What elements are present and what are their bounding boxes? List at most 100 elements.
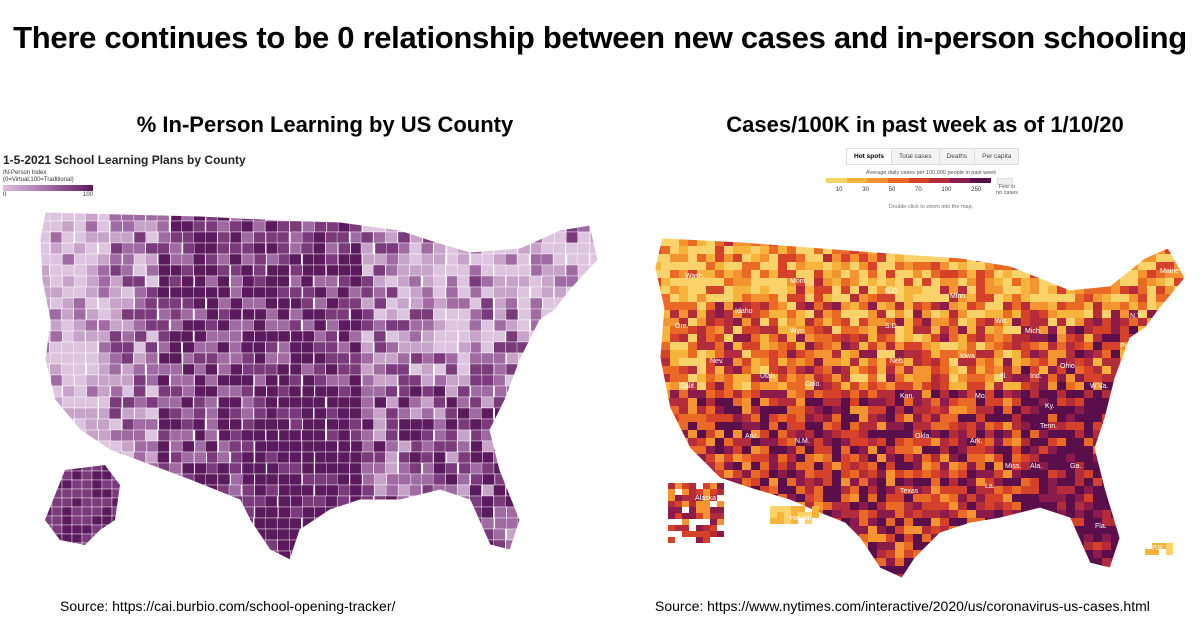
county-cell[interactable] <box>97 418 110 431</box>
county-cell[interactable] <box>886 238 895 246</box>
county-cell[interactable] <box>542 374 555 387</box>
county-cell[interactable] <box>1003 430 1012 438</box>
county-cell[interactable] <box>50 319 63 332</box>
county-cell[interactable] <box>589 429 601 442</box>
county-cell[interactable] <box>679 270 688 278</box>
county-cell[interactable] <box>194 363 207 376</box>
county-cell[interactable] <box>1066 566 1075 574</box>
county-cell[interactable] <box>985 438 994 446</box>
county-cell[interactable] <box>181 374 195 387</box>
county-cell[interactable] <box>194 341 207 354</box>
county-cell[interactable] <box>652 470 661 478</box>
county-cell[interactable] <box>661 350 670 358</box>
county-cell[interactable] <box>577 495 591 508</box>
county-cell[interactable] <box>49 418 63 431</box>
county-cell[interactable] <box>814 358 823 366</box>
county-cell[interactable] <box>97 352 111 365</box>
county-cell[interactable] <box>433 506 447 519</box>
county-cell[interactable] <box>886 454 895 462</box>
county-cell[interactable] <box>985 334 994 342</box>
county-cell[interactable] <box>1138 494 1147 502</box>
county-cell[interactable] <box>530 242 544 255</box>
county-cell[interactable] <box>577 210 590 222</box>
county-cell[interactable] <box>670 550 679 558</box>
county-cell[interactable] <box>895 574 904 578</box>
county-cell[interactable] <box>1021 294 1030 302</box>
county-cell[interactable] <box>940 414 949 422</box>
county-cell[interactable] <box>336 231 350 244</box>
county-cell[interactable] <box>1165 486 1174 494</box>
county-cell[interactable] <box>913 278 922 286</box>
county-cell[interactable] <box>516 210 530 222</box>
county-cell[interactable] <box>337 352 350 365</box>
county-cell[interactable] <box>1165 446 1174 454</box>
county-cell[interactable] <box>1075 454 1084 462</box>
county-cell[interactable] <box>1075 262 1084 270</box>
county-cell[interactable] <box>590 407 603 420</box>
county-cell[interactable] <box>814 422 823 430</box>
county-cell[interactable] <box>133 385 146 398</box>
county-cell[interactable] <box>715 254 724 262</box>
county-cell[interactable] <box>751 422 760 430</box>
county-cell[interactable] <box>1039 574 1048 578</box>
county-cell[interactable] <box>814 550 823 558</box>
county-cell[interactable] <box>1174 238 1183 246</box>
county-cell[interactable] <box>1057 454 1066 462</box>
county-cell[interactable] <box>994 350 1003 358</box>
county-cell[interactable] <box>205 231 218 244</box>
county-cell[interactable] <box>1030 470 1039 478</box>
county-cell[interactable] <box>564 473 578 486</box>
county-cell[interactable] <box>492 374 506 387</box>
county-cell[interactable] <box>194 440 208 453</box>
county-cell[interactable] <box>1138 374 1147 382</box>
county-cell[interactable] <box>1030 286 1039 294</box>
county-cell[interactable] <box>577 297 591 310</box>
county-cell[interactable] <box>904 326 913 334</box>
county-cell[interactable] <box>229 330 242 343</box>
county-cell[interactable] <box>1030 382 1039 390</box>
county-cell[interactable] <box>850 278 859 286</box>
county-cell[interactable] <box>49 253 63 266</box>
county-cell[interactable] <box>254 330 267 343</box>
county-cell[interactable] <box>265 506 279 519</box>
county-cell[interactable] <box>706 366 715 374</box>
county-cell[interactable] <box>326 484 339 497</box>
county-cell[interactable] <box>492 539 506 552</box>
county-cell[interactable] <box>38 297 51 310</box>
county-cell[interactable] <box>796 414 805 422</box>
county-cell[interactable] <box>1093 390 1102 398</box>
county-cell[interactable] <box>1120 486 1129 494</box>
county-cell[interactable] <box>169 396 182 409</box>
county-cell[interactable] <box>554 462 568 475</box>
county-cell[interactable] <box>940 510 949 518</box>
county-cell[interactable] <box>1030 542 1039 550</box>
county-cell[interactable] <box>958 542 967 550</box>
county-cell[interactable] <box>724 462 733 470</box>
county-cell[interactable] <box>1030 238 1039 246</box>
county-cell[interactable] <box>733 566 742 574</box>
county-cell[interactable] <box>1111 534 1120 542</box>
county-cell[interactable] <box>194 495 207 508</box>
county-cell[interactable] <box>823 302 832 310</box>
county-cell[interactable] <box>760 334 769 342</box>
county-cell[interactable] <box>931 350 940 358</box>
county-cell[interactable] <box>1084 246 1093 254</box>
county-cell[interactable] <box>778 342 787 350</box>
county-cell[interactable] <box>1075 342 1084 350</box>
county-cell[interactable] <box>457 473 470 486</box>
county-cell[interactable] <box>1057 430 1066 438</box>
county-cell[interactable] <box>61 319 74 332</box>
county-cell[interactable] <box>493 363 507 376</box>
county-cell[interactable] <box>1048 542 1057 550</box>
alaska-county-cell[interactable] <box>42 515 53 526</box>
county-cell[interactable] <box>886 350 895 358</box>
county-cell[interactable] <box>742 574 751 578</box>
county-cell[interactable] <box>1138 486 1147 494</box>
county-cell[interactable] <box>337 484 351 497</box>
county-cell[interactable] <box>850 310 859 318</box>
county-cell[interactable] <box>1003 526 1012 534</box>
county-cell[interactable] <box>338 341 351 354</box>
county-cell[interactable] <box>529 352 543 365</box>
county-cell[interactable] <box>904 254 913 262</box>
county-cell[interactable] <box>985 310 994 318</box>
